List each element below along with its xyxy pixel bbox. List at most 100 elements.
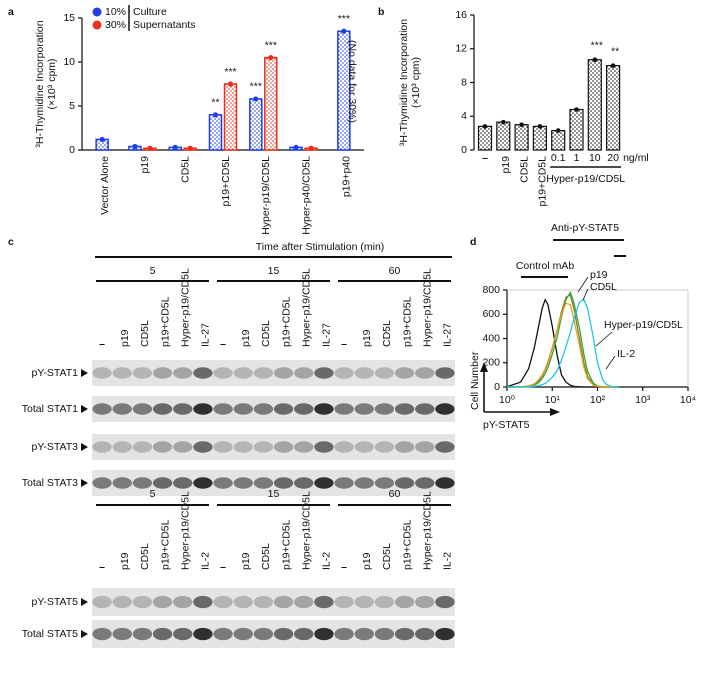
blot-band: [314, 627, 334, 641]
blot-band: [173, 441, 193, 453]
lane-label: p19: [119, 329, 131, 347]
blot-band: [152, 441, 173, 453]
lane-label: CD5L: [260, 320, 272, 347]
bar: [249, 98, 263, 151]
x-tick-label: –: [482, 152, 488, 164]
blot-band: [193, 367, 213, 379]
bar: [477, 125, 493, 151]
x-tick-label: 10: [589, 152, 601, 164]
lane-label: Hyper-p19/CD5L: [422, 491, 434, 570]
bar-cap-dot: [592, 57, 598, 63]
row-label: Total STAT1: [22, 403, 78, 415]
time-label: 60: [389, 265, 401, 277]
pointer: [595, 331, 613, 347]
blot-band: [374, 403, 395, 415]
arrow-head: [550, 408, 560, 416]
row-arrow: [81, 443, 88, 451]
bar: [551, 129, 566, 151]
row-arrow: [81, 630, 88, 638]
bar: [223, 83, 238, 151]
bar-cap-dot: [501, 119, 506, 125]
bar-cap-dot: [253, 96, 259, 102]
blot-band: [213, 595, 233, 609]
legend-label: 30%: [105, 19, 126, 31]
blot-strip: [92, 470, 455, 496]
lane-label: p19+CD5L: [280, 519, 292, 570]
blot-title: Time after Stimulation (min): [256, 241, 385, 253]
y-tick-label: 0: [69, 144, 75, 156]
blot-strip: [92, 588, 455, 616]
blot-band: [173, 403, 193, 415]
annotation-title: Anti-pY-STAT5: [551, 222, 619, 234]
row-label: pY-STAT1: [32, 367, 79, 379]
blot-band: [334, 595, 354, 609]
blot-band: [415, 403, 435, 415]
blot-band: [233, 627, 253, 641]
y-tick-label: 200: [482, 357, 500, 369]
blot-band: [213, 403, 233, 415]
legend-note: Culture: [133, 6, 167, 18]
lane-label: IL-2: [442, 552, 454, 570]
bar-cap-dot: [147, 145, 153, 151]
blot-band: [294, 403, 314, 415]
y-tick-label: 4: [461, 110, 467, 122]
blot-band: [354, 367, 374, 379]
blot-band: [173, 627, 193, 641]
blot-band: [314, 477, 334, 489]
x-axis-label: pY-STAT5: [483, 419, 530, 431]
x-tick-label: 10³: [635, 394, 651, 406]
pointer: [577, 276, 589, 293]
lane-label: –: [341, 338, 347, 350]
row-arrow: [81, 479, 88, 487]
panel-label: d: [470, 236, 476, 248]
lane-label: p19: [361, 329, 373, 347]
significance-label: ***: [224, 66, 236, 78]
x-tick-label: 10²: [590, 394, 606, 406]
blot-band: [132, 441, 153, 453]
lane-label: –: [99, 561, 105, 573]
x-tick-label: p19: [500, 156, 512, 174]
blot-band: [334, 477, 354, 489]
blot-band: [354, 595, 374, 609]
blot-band: [314, 403, 334, 415]
blot-band: [334, 367, 354, 379]
blot-band: [314, 595, 334, 609]
row-label: pY-STAT5: [32, 596, 79, 608]
bar-cap-dot: [227, 81, 234, 87]
pointer: [582, 288, 589, 301]
significance-label: ***: [250, 81, 262, 93]
lane-label: p19: [240, 552, 252, 570]
blot-band: [354, 627, 374, 641]
bar: [514, 124, 529, 151]
y-tick-label: 8: [461, 76, 467, 88]
blot-band: [294, 367, 314, 379]
y-tick-label: 15: [63, 12, 75, 24]
blot-band: [152, 627, 173, 641]
y-axis-label: ³H-Thymidine Incorporation: [398, 19, 410, 146]
blot-band: [294, 441, 314, 453]
blot-band: [92, 477, 112, 489]
lane-label: p19: [119, 552, 131, 570]
y-tick-label: 16: [455, 9, 467, 21]
blot-band: [294, 627, 314, 641]
bar-cap-dot: [172, 144, 178, 150]
y-tick-label: 10: [63, 56, 75, 68]
lane-label: p19: [240, 329, 252, 347]
blot-band: [112, 627, 132, 641]
arrow-head: [480, 362, 488, 372]
blot-band: [294, 477, 314, 489]
blot-band: [213, 441, 233, 453]
bar-cap-dot: [308, 145, 314, 151]
blot-band: [152, 367, 173, 379]
lane-label: p19+CD5L: [159, 296, 171, 347]
histogram-curve: [506, 302, 620, 388]
row-label: Total STAT5: [22, 628, 78, 640]
significance-label: ***: [338, 13, 350, 25]
time-label: 15: [268, 265, 280, 277]
row-arrow: [81, 405, 88, 413]
x-tick-label: p19: [139, 156, 151, 174]
panel-label: a: [8, 6, 14, 18]
blot-band: [354, 403, 374, 415]
series-label: Control mAb: [516, 260, 575, 272]
blot-band: [213, 627, 233, 641]
